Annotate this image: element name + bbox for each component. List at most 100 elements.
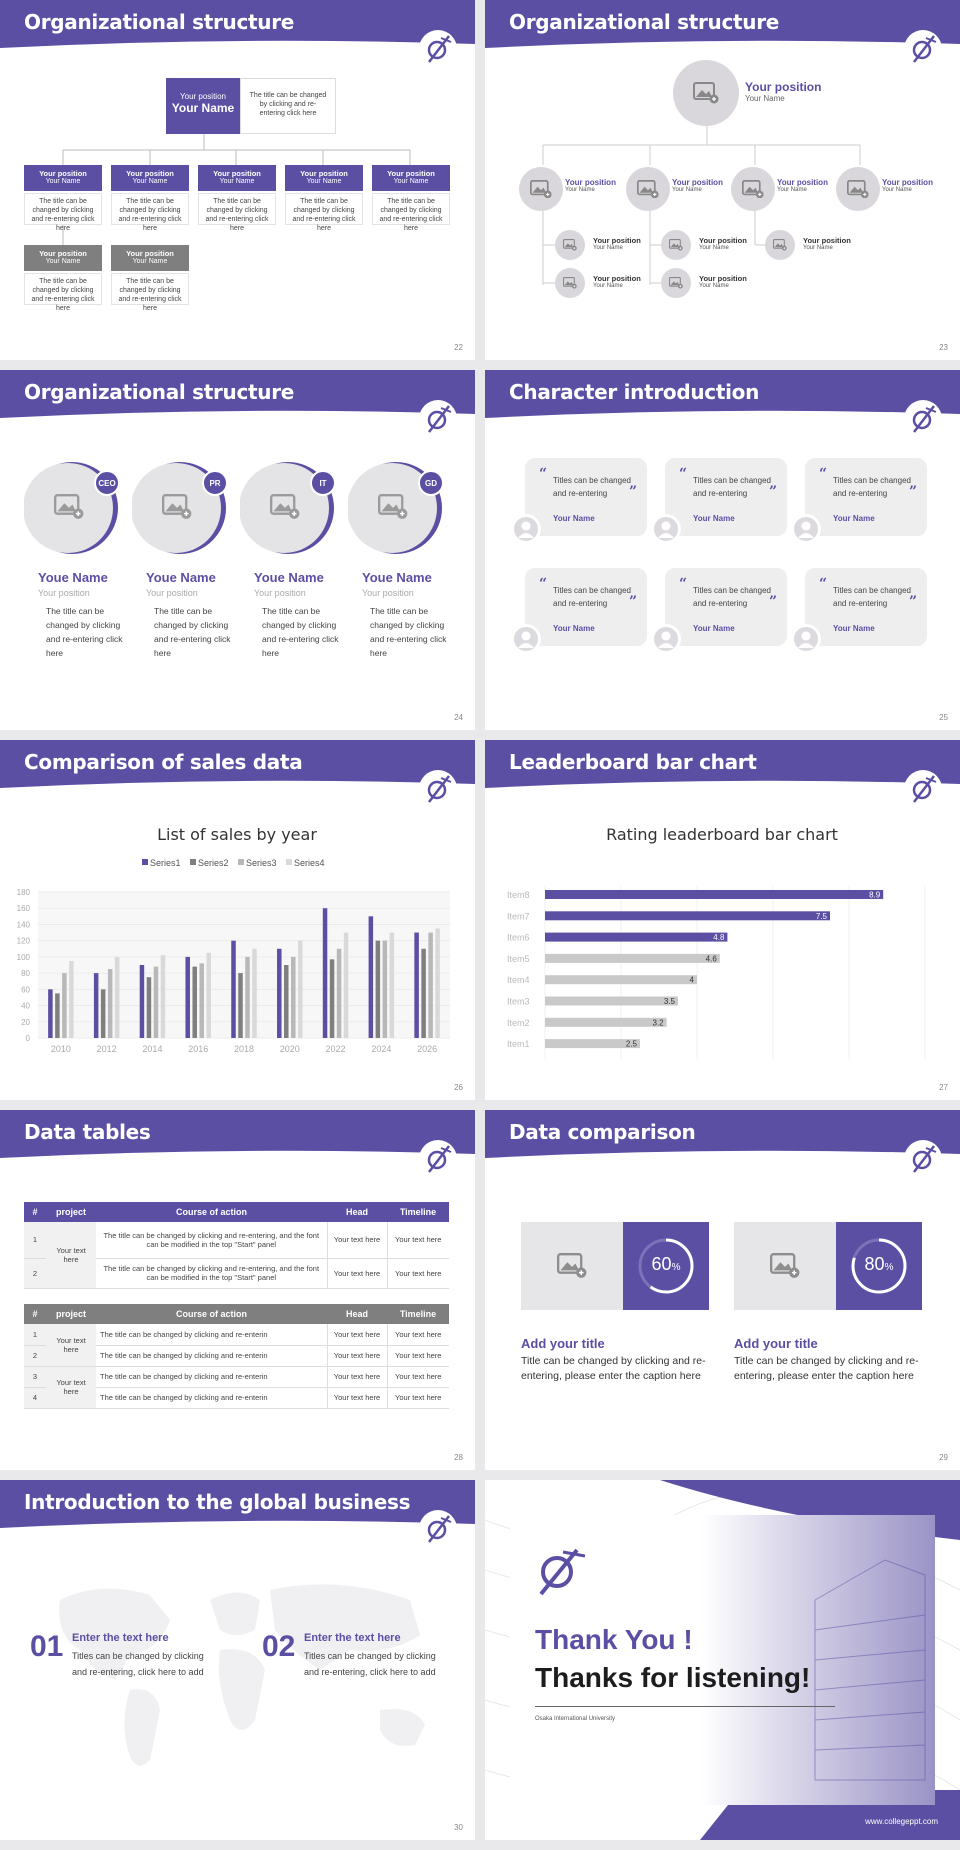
person-position: Your position — [254, 588, 306, 598]
page-number: 23 — [939, 343, 948, 352]
x-tick-label: 2012 — [97, 1044, 117, 1054]
legend-swatch — [238, 859, 244, 865]
table-row: 2 The title can be changed by clicking a… — [24, 1345, 449, 1367]
col-header: Timeline — [399, 1207, 437, 1217]
card-name: Your Name — [833, 514, 875, 523]
name-label: Your Name — [593, 283, 623, 289]
progress-ring — [851, 1238, 907, 1294]
percent-label: 60% — [623, 1254, 709, 1275]
logo-icon — [419, 770, 457, 808]
image-icon — [270, 494, 300, 519]
slide-title: Comparison of sales data — [24, 750, 303, 774]
logo-icon — [904, 770, 942, 808]
image-icon — [669, 277, 683, 289]
image-icon — [563, 239, 577, 251]
card-text: Titles can be changed and re-entering — [693, 586, 771, 608]
person-desc: The title can be changed by clicking and… — [262, 606, 339, 658]
col-header: Course of action — [175, 1309, 247, 1319]
row-number: 3 — [24, 1366, 46, 1388]
avatar-icon — [791, 624, 821, 654]
quote-close-icon: ” — [768, 594, 777, 610]
top-label: Your position Your Name — [745, 80, 821, 103]
quote-close-icon: ” — [628, 484, 637, 500]
sales-bar-chart: List of sales by year Series1 Series2 Serie… — [17, 825, 450, 1054]
y-tick-label: Item7 — [507, 911, 530, 921]
row-number: 1 — [24, 1222, 46, 1259]
slide-header — [0, 370, 475, 440]
org-connectors — [542, 125, 861, 285]
quote-open-icon: “ — [679, 466, 688, 482]
timeline-cell: Your text here — [386, 1366, 449, 1388]
row-number: 1 — [24, 1324, 46, 1346]
slide-header — [0, 740, 475, 810]
percent-label: 80% — [836, 1254, 922, 1275]
image-icon — [693, 82, 719, 104]
bar — [545, 1017, 667, 1027]
bar — [192, 966, 197, 1038]
position-label: Your position — [39, 249, 87, 258]
bar-value-label: 7.5 — [816, 912, 828, 921]
name-label: Your Name — [565, 187, 595, 193]
logo-icon — [419, 400, 457, 438]
card-name: Your Name — [833, 624, 875, 633]
name-label: Your Name — [45, 178, 81, 185]
item-desc: Title can be changed by clicking and re-… — [521, 1355, 706, 1382]
legend-label: Series1 — [150, 858, 181, 868]
bar — [545, 932, 728, 942]
name-label: Your Name — [699, 283, 729, 289]
org-position-box: Your position Your Name — [372, 165, 450, 191]
bar — [336, 948, 342, 1038]
org-position-box: Your position Your Name — [111, 165, 189, 191]
person-name: Youe Name — [146, 570, 216, 585]
slide-24: Organizational structure CEO Youe Name You… — [0, 370, 475, 730]
y-tick-label: 100 — [17, 953, 31, 962]
head-cell: Your text here — [326, 1258, 387, 1289]
position-label: Your position — [593, 236, 641, 245]
slide-title: Leaderboard bar chart — [509, 750, 757, 774]
logo-icon — [904, 1140, 942, 1178]
action-cell: The title can be changed by clicking and… — [96, 1258, 327, 1289]
slide-25: Character introduction “” Titles can be c… — [485, 370, 960, 730]
top-position-box: Your position Your Name — [166, 78, 240, 134]
slide-29: Data comparison 60% Add your title Title c… — [485, 1110, 960, 1470]
bar — [160, 955, 166, 1038]
bar — [199, 963, 204, 1038]
percent-value: 60 — [651, 1254, 672, 1274]
page-number: 27 — [939, 1083, 948, 1092]
node-label: Your position Your Name — [593, 274, 641, 289]
position-label: Your position — [699, 236, 747, 245]
photo-placeholder — [836, 167, 880, 211]
bar — [414, 932, 419, 1038]
website-link[interactable]: www.collegeppt.com — [865, 1817, 938, 1826]
percent-panel: 80% — [836, 1222, 922, 1310]
x-tick-label: 2026 — [417, 1044, 437, 1054]
logo-icon — [419, 1510, 457, 1548]
quote-open-icon: “ — [539, 466, 548, 482]
page-number: 24 — [454, 713, 463, 722]
bar — [277, 948, 282, 1038]
head-cell: Your text here — [326, 1345, 387, 1367]
plot-area — [38, 892, 450, 1038]
role-badge: CEO — [94, 470, 120, 496]
head-cell: Your text here — [326, 1222, 387, 1259]
avatar-icon — [651, 514, 681, 544]
card-name: Your Name — [553, 624, 595, 633]
position-label: Your position — [180, 92, 226, 101]
photo-placeholder — [519, 167, 563, 211]
card-text: Titles can be changed and re-entering — [833, 476, 911, 498]
person-desc: The title can be changed by clicking and… — [154, 606, 231, 658]
table-row: 2 The title can be changed by clicking a… — [24, 1258, 449, 1289]
thanks-background — [485, 1480, 960, 1840]
org-desc: The title can be changed by clicking and… — [285, 193, 363, 232]
legend-label: Series3 — [246, 858, 277, 868]
bar — [545, 890, 884, 899]
project-cell: Your text here — [46, 1222, 96, 1289]
action-cell: The title can be changed by clicking and… — [96, 1222, 327, 1259]
timeline-cell: Your text here — [386, 1324, 449, 1346]
bar — [545, 996, 678, 1006]
percent-sign: % — [884, 1262, 894, 1273]
quote-open-icon: “ — [679, 576, 688, 592]
name-label: Your Name — [45, 258, 81, 265]
col-header: project — [55, 1207, 86, 1217]
slide-header — [0, 0, 475, 70]
